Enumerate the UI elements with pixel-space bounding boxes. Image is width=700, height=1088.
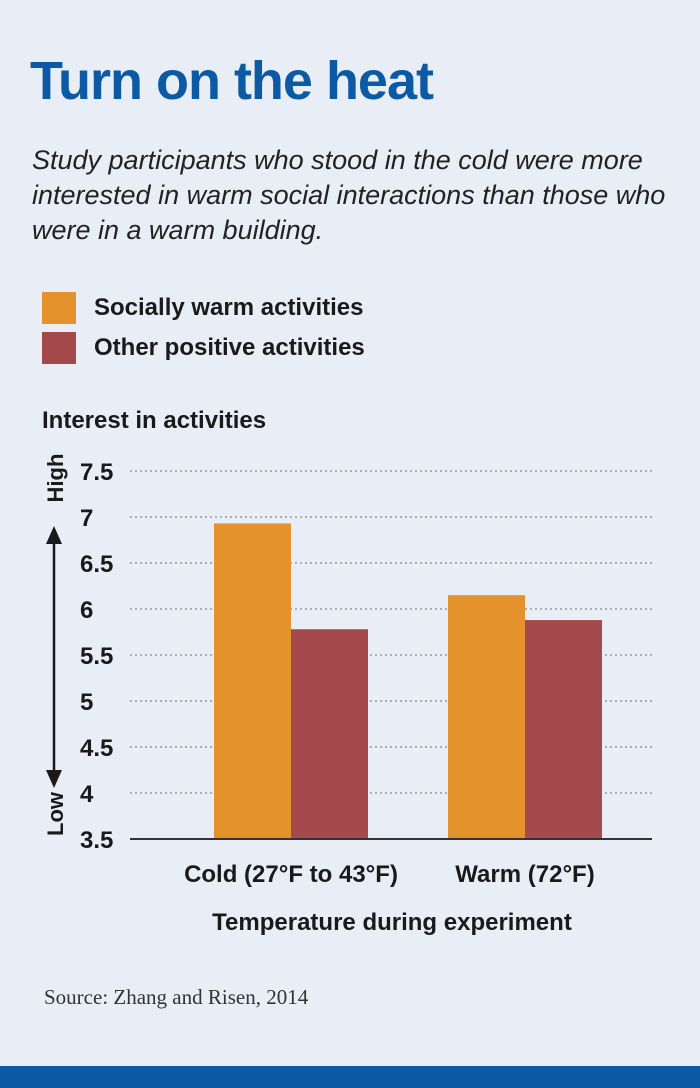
y-tick-label: 4.5 [80,735,113,762]
chart-title: Turn on the heat [30,51,434,111]
y-tick-label: 5.5 [80,643,113,670]
legend-label-socially-warm: Socially warm activities [94,294,364,321]
legend-swatch-socially-warm [42,292,76,324]
bar-other-positive-cold [291,629,368,839]
y-tick-label: 6 [80,597,93,624]
bar-socially-warm-warm [448,595,525,839]
chart-subtitle: Study participants who stood in the cold… [32,145,666,245]
source-note: Source: Zhang and Risen, 2014 [44,985,309,1009]
bar-socially-warm-cold [214,523,291,839]
x-tick-label: Warm (72°F) [455,861,594,888]
legend-item-other-positive: Other positive activities [42,328,365,368]
legend-label-other-positive: Other positive activities [94,334,365,361]
bar-other-positive-warm [525,620,602,839]
x-tick-label: Cold (27°F to 43°F) [184,861,398,888]
y-label-low: Low [43,791,68,836]
y-tick-label: 7.5 [80,459,113,486]
double-arrow-icon [46,526,62,788]
y-axis-title: Interest in activities [42,407,266,434]
legend-item-socially-warm: Socially warm activities [42,288,365,328]
y-tick-label: 4 [80,781,94,808]
bars [214,523,602,839]
x-axis-title: Temperature during experiment [212,909,572,936]
y-tick-label: 3.5 [80,827,113,854]
legend-swatch-other-positive [42,332,76,364]
bar-chart: Interest in activities 7.5 7 6.5 6 5.5 5 4.5 4 3… [42,407,652,936]
y-tick-label: 6.5 [80,551,113,578]
legend: Socially warm activities Other positive … [42,288,365,368]
y-label-high: High [43,454,68,503]
y-tick-label: 7 [80,505,93,532]
x-tick-labels: Cold (27°F to 43°F) Warm (72°F) [184,861,595,888]
bottom-accent-bar [0,1066,700,1088]
y-tick-labels: 7.5 7 6.5 6 5.5 5 4.5 4 3.5 [80,459,113,854]
y-tick-label: 5 [80,689,93,716]
